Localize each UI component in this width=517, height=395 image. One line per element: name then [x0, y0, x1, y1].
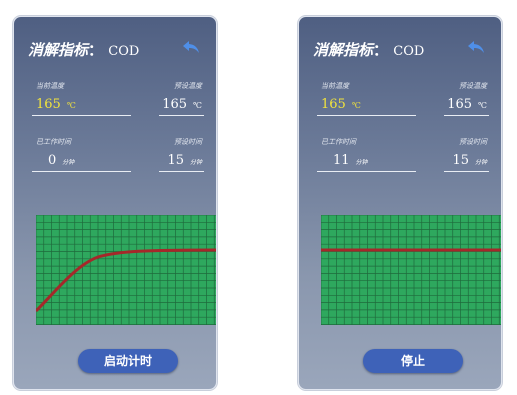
digestion-indicator-value: COD [108, 44, 140, 59]
digestion-screen-start: 消解指标： COD 当前温度 预设温度 165 ℃ 165 ℃ 已工作时间 预设时间… [13, 16, 217, 390]
preset-time-label: 预设时间 [459, 138, 487, 146]
preset-temp-label: 预设温度 [459, 82, 487, 90]
worked-time-value: 0 分钟 [48, 153, 75, 168]
digestion-screen-running: 消解指标： COD 当前温度 预设温度 165 ℃ 165 ℃ 已工作时间 预设时间… [298, 16, 502, 390]
back-arrow-icon[interactable] [466, 39, 486, 55]
current-temp-value: 165 ℃ [321, 97, 361, 112]
divider [159, 171, 204, 172]
page-title: 消解指标： COD [313, 41, 425, 59]
current-temp-value: 165 ℃ [36, 97, 76, 112]
preset-temp-value[interactable]: 165 ℃ [162, 97, 202, 112]
preset-temp-label: 预设温度 [174, 82, 202, 90]
preset-temp-value[interactable]: 165 ℃ [447, 97, 487, 112]
divider [317, 171, 416, 172]
temperature-curve-line [36, 248, 216, 313]
current-temp-label: 当前温度 [321, 82, 349, 90]
preset-time-value[interactable]: 15 分钟 [452, 153, 487, 168]
digestion-indicator-value: COD [393, 44, 425, 59]
current-temp-label: 当前温度 [36, 82, 64, 90]
preset-time-label: 预设时间 [174, 138, 202, 146]
divider [32, 115, 131, 116]
divider [444, 171, 489, 172]
divider [32, 171, 131, 172]
divider [159, 115, 204, 116]
worked-time-label: 已工作时间 [321, 138, 356, 146]
start-timer-button[interactable]: 启动计时 [78, 349, 178, 373]
back-arrow-icon[interactable] [181, 39, 201, 55]
page-title: 消解指标： COD [28, 41, 140, 59]
worked-time-label: 已工作时间 [36, 138, 71, 146]
temperature-curve-chart [321, 215, 501, 325]
preset-time-value[interactable]: 15 分钟 [167, 153, 202, 168]
divider [444, 115, 489, 116]
worked-time-value: 11 分钟 [333, 153, 368, 168]
stop-button[interactable]: 停止 [363, 349, 463, 373]
temperature-curve-chart [36, 215, 216, 325]
divider [317, 115, 416, 116]
